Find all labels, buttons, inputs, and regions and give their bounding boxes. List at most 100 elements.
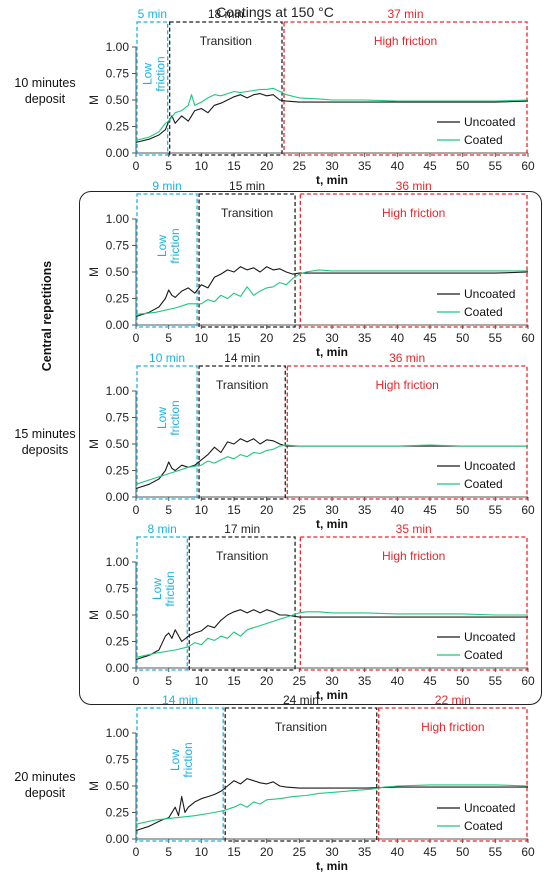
region-label-low-1: Low: [155, 407, 169, 429]
x-tick-label: 55: [489, 845, 503, 859]
region-label-high: High friction: [421, 720, 484, 734]
figure-title: Coatings at 150 °C: [216, 4, 334, 20]
x-tick-label: 10: [195, 845, 209, 859]
friction-chart-15min-rep1: 0.00 0.25 0.50 0.75 1.00 0 5 10 15 20 25 30 35 40 45 50…: [87, 179, 535, 359]
region-label-low-1: Low: [168, 749, 182, 771]
region-box-low: [136, 193, 198, 328]
x-tick-label: 0: [133, 159, 140, 173]
region-label-high: High friction: [382, 206, 445, 220]
x-tick-label: 0: [133, 845, 140, 859]
region-box-transition: [198, 365, 286, 500]
region-box-high: [299, 536, 528, 671]
x-tick-label: 60: [521, 503, 535, 517]
friction-chart-15min-rep3: 0.00 0.25 0.50 0.75 1.00 0 5 10 15 20 25 30 35 40 45 50…: [87, 522, 535, 702]
y-tick-label: 1.00: [106, 212, 130, 226]
x-tick-label: 30: [325, 503, 339, 517]
legend-label-uncoated: Uncoated: [464, 115, 515, 129]
x-tick-label: 60: [521, 331, 535, 345]
y-tick-label: 0.00: [106, 318, 130, 332]
x-tick-label: 60: [521, 845, 535, 859]
x-tick-label: 20: [260, 331, 274, 345]
x-tick-label: 5: [165, 674, 172, 688]
region-duration-high: 36 min: [389, 351, 425, 365]
region-label-low-1: Low: [150, 578, 164, 600]
x-tick-label: 35: [358, 674, 372, 688]
group-label-10min: 10 minutes deposit: [0, 75, 90, 107]
region-duration-high: 35 min: [396, 522, 432, 536]
y-tick-label: 0.50: [106, 608, 130, 622]
legend-label-uncoated: Uncoated: [464, 801, 515, 815]
y-tick-label: 0.50: [106, 779, 130, 793]
x-tick-label: 15: [227, 845, 241, 859]
region-label-low-2: friction: [153, 56, 167, 91]
group-label-line: 20 minutes: [14, 770, 76, 784]
region-duration-low: 14 min: [162, 693, 198, 707]
y-tick-label: 0.75: [106, 67, 130, 81]
y-tick-label: 1.00: [106, 40, 130, 54]
region-label-transition: Transition: [200, 34, 252, 48]
y-tick-label: 0.75: [106, 582, 130, 596]
legend-label-uncoated: Uncoated: [464, 287, 515, 301]
y-axis-title: M: [87, 781, 101, 791]
y-tick-label: 1.00: [106, 726, 130, 740]
x-tick-label: 10: [195, 331, 209, 345]
x-tick-label: 30: [325, 674, 339, 688]
region-box-low: [136, 707, 224, 842]
y-tick-label: 0.25: [106, 292, 130, 306]
x-tick-label: 25: [293, 674, 307, 688]
region-duration-transition: 18 min: [208, 7, 244, 21]
x-tick-label: 45: [423, 503, 437, 517]
x-axis-title: t, min: [316, 173, 348, 187]
series-line-uncoated: [135, 778, 528, 832]
x-tick-label: 45: [423, 674, 437, 688]
x-tick-label: 15: [227, 503, 241, 517]
x-tick-label: 20: [260, 503, 274, 517]
y-tick-label: 0.75: [106, 411, 130, 425]
x-tick-label: 40: [391, 845, 405, 859]
region-label-low-2: friction: [181, 742, 195, 777]
region-label-high: High friction: [382, 549, 445, 563]
region-label-low-2: friction: [168, 228, 182, 263]
group-label-15min: 15 minutes deposits: [0, 426, 90, 458]
x-tick-label: 40: [391, 159, 405, 173]
x-tick-label: 15: [227, 159, 241, 173]
series-line-uncoated: [135, 609, 528, 661]
region-duration-low: 8 min: [147, 522, 176, 536]
group-label-line: deposits: [21, 443, 69, 457]
group-label-line: 10 minutes: [14, 76, 76, 90]
region-duration-transition: 17 min: [224, 522, 260, 536]
region-duration-transition: 15 min: [229, 179, 265, 193]
y-tick-label: 0.25: [106, 464, 130, 478]
x-axis-title: t, min: [316, 345, 348, 359]
x-tick-label: 45: [423, 331, 437, 345]
legend-label-coated: Coated: [464, 133, 503, 147]
region-label-transition: Transition: [216, 549, 268, 563]
x-tick-label: 55: [489, 331, 503, 345]
region-box-high: [378, 707, 528, 842]
y-tick-label: 0.25: [106, 120, 130, 134]
x-tick-label: 50: [456, 331, 470, 345]
x-tick-label: 10: [195, 503, 209, 517]
x-tick-label: 5: [165, 845, 172, 859]
x-tick-label: 55: [489, 503, 503, 517]
region-label-high: High friction: [374, 34, 437, 48]
x-tick-label: 15: [227, 674, 241, 688]
x-tick-label: 60: [521, 159, 535, 173]
x-tick-label: 35: [358, 159, 372, 173]
region-box-low: [136, 536, 188, 671]
x-tick-label: 40: [391, 674, 405, 688]
x-tick-label: 0: [133, 331, 140, 345]
x-tick-label: 40: [391, 503, 405, 517]
y-tick-label: 0.75: [106, 753, 130, 767]
friction-chart-10min: 0.00 0.25 0.50 0.75 1.00 0 5 10 15 20 25 30 35 40 45 50…: [87, 7, 535, 187]
y-tick-label: 0.25: [106, 806, 130, 820]
x-tick-label: 25: [293, 159, 307, 173]
group-label-20min: 20 minutes deposit: [0, 769, 90, 801]
legend-label-coated: Coated: [464, 305, 503, 319]
x-tick-label: 50: [456, 503, 470, 517]
x-tick-label: 0: [133, 503, 140, 517]
friction-chart-15min-rep2: 0.00 0.25 0.50 0.75 1.00 0 5 10 15 20 25 30 35 40 45 50…: [87, 351, 535, 531]
region-box-transition: [169, 21, 283, 156]
x-tick-label: 20: [260, 674, 274, 688]
legend-label-coated: Coated: [464, 648, 503, 662]
